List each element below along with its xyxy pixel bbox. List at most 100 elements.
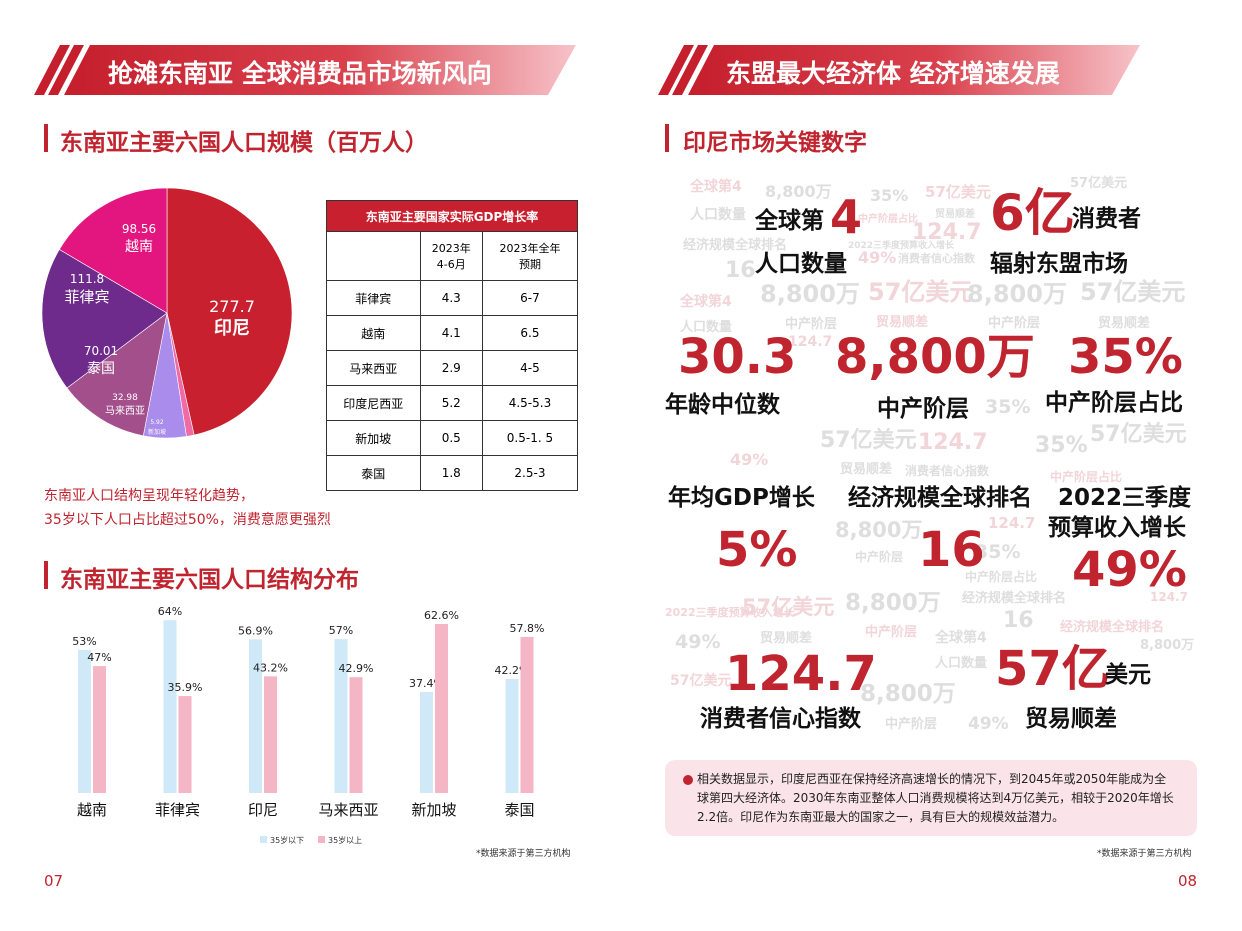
figure-number: 5% xyxy=(716,522,798,578)
right-source: *数据来源于第三方机构 xyxy=(1097,849,1192,859)
pie-category-label: 马来西亚 xyxy=(105,405,145,417)
pie-value-label: 70.01 xyxy=(84,344,118,358)
background-word: 8,800万 xyxy=(845,590,941,616)
table-header-cell: 2023年全年 预期 xyxy=(481,231,579,281)
table-cell: 4.5-5.3 xyxy=(481,385,579,421)
background-word: 8,800万 xyxy=(967,280,1067,308)
x-category-label: 马来西亚 xyxy=(318,801,378,819)
table-cell: 泰国 xyxy=(326,455,421,491)
x-category-label: 泰国 xyxy=(504,801,534,819)
section-heading: 印尼市场关键数字 xyxy=(683,130,867,156)
figure-label: 中产阶层占比 xyxy=(1045,390,1183,416)
pie-value-label: 98.56 xyxy=(122,222,156,236)
table-row: 菲律宾 4.3 6-7 xyxy=(326,280,579,316)
bar xyxy=(349,677,363,793)
background-word: 49% xyxy=(675,631,721,653)
figure-label: 年均GDP增长 xyxy=(668,485,815,511)
table-cell: 4.3 xyxy=(419,280,483,316)
bar xyxy=(93,666,106,793)
figure-number: 6亿 xyxy=(990,184,1075,242)
figure-prefix: 全球第 xyxy=(755,208,824,234)
figure-number: 57亿 xyxy=(995,641,1110,697)
table-cell: 0.5 xyxy=(419,420,483,456)
figure-number: 8,800万 xyxy=(835,329,1035,385)
table-header: 2023年 4-6月 2023年全年 预期 xyxy=(326,231,579,281)
table-cell: 1.8 xyxy=(419,455,483,491)
left-note: 东南亚人口结构呈现年轻化趋势， 35岁以下人口占比超过50%，消费意愿更强烈 xyxy=(44,484,604,532)
pie-category-label: 新加坡 xyxy=(148,428,166,436)
bullet xyxy=(683,775,693,785)
background-word: 贸易顺差 xyxy=(935,209,975,220)
section-heading: 东南亚主要六国人口规模（百万人） xyxy=(60,130,428,156)
background-word: 8,800万 xyxy=(860,681,956,707)
background-word: 中产阶层 xyxy=(865,625,918,640)
figure-label: 贸易顺差 xyxy=(1025,706,1117,732)
background-word: 49% xyxy=(730,450,769,469)
background-word: 中产阶层 xyxy=(885,717,938,732)
background-word: 35% xyxy=(975,541,1021,563)
bar xyxy=(435,623,448,793)
bar xyxy=(78,649,91,793)
background-word: 8,800万 xyxy=(835,518,923,542)
background-word: 35% xyxy=(870,186,909,205)
table-row: 印度尼西亚 5.2 4.5-5.3 xyxy=(326,385,579,421)
bar xyxy=(163,620,177,793)
bar-value-label: 56.9% xyxy=(238,624,273,637)
background-word: 57亿美元 xyxy=(925,183,991,201)
section-heading: 东南亚主要六国人口结构分布 xyxy=(60,567,359,593)
figure-number: 30.3 xyxy=(678,329,797,385)
background-word: 57亿美元 xyxy=(1090,422,1187,447)
figure-number: 124.7 xyxy=(725,646,877,702)
figure-number: 16 xyxy=(918,522,985,578)
legend-swatch xyxy=(318,836,325,843)
table-cell: 新加坡 xyxy=(326,420,421,456)
pie-value-label: 277.7 xyxy=(209,297,255,316)
pie-slice xyxy=(166,187,293,436)
bar xyxy=(505,679,519,793)
note-line: 35岁以下人口占比超过50%，消费意愿更强烈 xyxy=(44,512,331,528)
table-cell: 4-5 xyxy=(481,350,579,386)
pie-slice xyxy=(41,249,168,389)
table-cell: 6-7 xyxy=(481,280,579,316)
page-number: 08 xyxy=(1178,872,1198,890)
bar-value-label: 62.6% xyxy=(424,609,459,622)
background-word: 16 xyxy=(725,258,756,283)
table-cell: 5.2 xyxy=(419,385,483,421)
bar-value-label: 43.2% xyxy=(253,661,288,674)
bar xyxy=(264,676,277,793)
background-word: 中产阶层占比 xyxy=(858,214,918,225)
background-word: 2022三季度预算收入增长 xyxy=(848,241,955,251)
figure-label: 辐射东盟市场 xyxy=(990,251,1128,277)
x-category-label: 印尼 xyxy=(248,801,278,819)
heading-bar xyxy=(44,124,48,152)
bar-value-label: 57.8% xyxy=(510,622,545,635)
figure-unit: 消费者 xyxy=(1072,206,1141,232)
background-word: 57亿美元 xyxy=(820,428,917,453)
table-title: 东南亚主要国家实际GDP增长率 xyxy=(326,200,578,232)
figure-label: 人口数量 xyxy=(755,251,847,277)
bar-value-label: 47% xyxy=(87,651,111,664)
left-banner-title: 抢滩东南亚 全球消费品市场新风向 xyxy=(108,59,492,88)
background-word: 57亿美元 xyxy=(1070,176,1128,191)
bar xyxy=(420,692,433,793)
figure-label: 年龄中位数 xyxy=(665,392,780,418)
background-word: 人口数量 xyxy=(680,320,733,335)
gdp-table: 东南亚主要国家实际GDP增长率 2023年 4-6月 2023年全年 预期 菲律宾… xyxy=(326,200,579,491)
background-word: 贸易顺差 xyxy=(840,462,893,477)
note-line: 东南亚人口结构呈现年轻化趋势， xyxy=(44,488,254,504)
table-row: 越南 4.1 6.5 xyxy=(326,315,579,351)
figure-number: 49% xyxy=(1072,542,1187,598)
table-cell: 2.9 xyxy=(419,350,483,386)
background-word: 8,800万 xyxy=(1140,638,1195,653)
background-word: 124.7 xyxy=(988,514,1036,532)
x-category-label: 新加坡 xyxy=(411,801,456,819)
table-row: 马来西亚 2.9 4-5 xyxy=(326,350,579,386)
background-word: 全球第4 xyxy=(680,294,732,310)
table-row: 泰国 1.8 2.5-3 xyxy=(326,455,579,491)
background-word: 中产阶层占比 xyxy=(1050,470,1123,484)
pie-category-label: 越南 xyxy=(125,239,153,255)
background-word: 贸易顺差 xyxy=(1098,316,1151,331)
table-cell: 4.1 xyxy=(419,315,483,351)
figure-unit: 美元 xyxy=(1105,662,1151,688)
